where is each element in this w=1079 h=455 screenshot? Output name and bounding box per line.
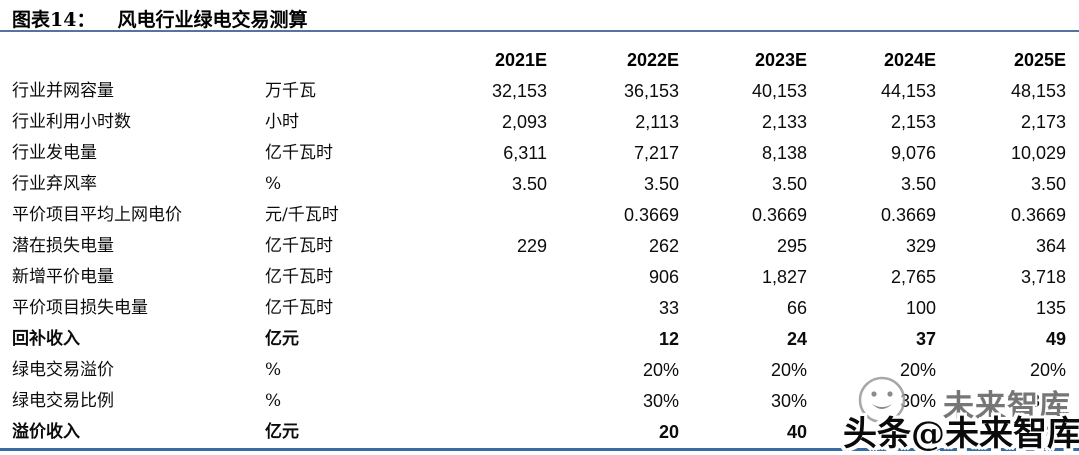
row-label: 行业弃风率 [12, 174, 97, 194]
row-unit: % [265, 174, 282, 194]
row-label: 行业并网容量 [12, 81, 114, 101]
value-cell: 2,173 [1020, 112, 1066, 132]
value-cell: 61 [915, 422, 936, 442]
value-cell: 0.3669 [880, 205, 936, 225]
row-unit: 亿元 [265, 422, 299, 442]
value-cell: 20% [899, 360, 936, 380]
value-cell [395, 200, 547, 231]
row-label: 平价项目损失电量 [12, 298, 148, 318]
year-header: 2021E [494, 50, 547, 70]
value-cell: 8,138 [761, 143, 807, 163]
value-cell: 0.3669 [1010, 205, 1066, 225]
value-cell: 49 [1045, 329, 1066, 349]
row-label: 行业利用小时数 [12, 112, 131, 132]
value-cell [395, 324, 547, 355]
value-cell: 24 [786, 329, 807, 349]
year-header: 2025E [1013, 50, 1066, 70]
header-label-spacer [12, 45, 265, 76]
figure-header: 图表14： 风电行业绿电交易测算 [12, 5, 307, 32]
value-cell: 2,133 [761, 112, 807, 132]
row-unit: 亿千瓦时 [265, 236, 333, 256]
value-cell: 36,153 [623, 81, 679, 101]
value-cell: 295 [776, 236, 807, 256]
value-cell: 329 [905, 236, 936, 256]
row-label: 行业发电量 [12, 143, 97, 163]
value-cell: 3.50 [1030, 174, 1066, 194]
value-cell: 66 [786, 298, 807, 318]
value-cell: 3,718 [1020, 267, 1066, 287]
value-cell: 1,827 [761, 267, 807, 287]
value-cell [395, 262, 547, 293]
value-cell: 82 [1045, 422, 1066, 442]
value-cell: 2,153 [890, 112, 936, 132]
header-unit-spacer [265, 45, 395, 76]
value-cell: 30% [899, 391, 936, 411]
value-cell: 0.3669 [751, 205, 807, 225]
value-cell: 33 [658, 298, 679, 318]
row-unit: % [265, 360, 282, 380]
row-unit: 亿千瓦时 [265, 267, 333, 287]
value-cell: 20 [658, 422, 679, 442]
row-unit: % [265, 391, 282, 411]
value-cell: 135 [1035, 298, 1066, 318]
value-cell: 364 [1035, 236, 1066, 256]
value-cell: 40 [786, 422, 807, 442]
row-unit: 亿千瓦时 [265, 143, 333, 163]
value-cell: 48,153 [1010, 81, 1066, 101]
value-cell: 7,217 [633, 143, 679, 163]
value-cell [395, 293, 547, 324]
value-cell: 100 [905, 298, 936, 318]
figure-title: 风电行业绿电交易测算 [117, 9, 308, 31]
value-cell: 9,076 [890, 143, 936, 163]
value-cell: 2,765 [890, 267, 936, 287]
row-unit: 元/千瓦时 [265, 205, 339, 225]
value-cell: 3.50 [900, 174, 936, 194]
row-unit: 小时 [265, 112, 299, 132]
value-cell: 2,113 [635, 112, 679, 132]
value-cell: 229 [516, 236, 547, 256]
value-cell: 32,153 [491, 81, 547, 101]
year-header: 2023E [754, 50, 807, 70]
value-cell: 30% [642, 391, 679, 411]
row-label: 平价项目平均上网电价 [12, 205, 182, 225]
value-cell: 10,029 [1010, 143, 1066, 163]
row-unit: 万千瓦 [265, 81, 316, 101]
value-cell: 37 [915, 329, 936, 349]
value-cell: 906 [648, 267, 679, 287]
table-bottom-rule [0, 448, 1079, 451]
row-unit: 亿元 [265, 329, 299, 349]
value-cell: 40,153 [751, 81, 807, 101]
row-label: 绿电交易溢价 [12, 360, 114, 380]
value-cell: 0.3669 [623, 205, 679, 225]
value-cell: 262 [648, 236, 679, 256]
value-cell: 12 [658, 329, 679, 349]
value-cell: 2,093 [501, 112, 547, 132]
value-cell: 3.50 [511, 174, 547, 194]
figure-label: 图表14： [12, 9, 96, 31]
value-cell: 3.50 [771, 174, 807, 194]
data-table: 2021E 2022E 2023E 2024E 2025E 行业并网容量 万千瓦 32,153… [12, 45, 1066, 448]
value-cell: 6,311 [503, 143, 547, 163]
row-label: 新增平价电量 [12, 267, 114, 287]
row-label: 溢价收入 [12, 422, 80, 442]
value-cell [395, 386, 547, 417]
row-unit: 亿千瓦时 [265, 298, 333, 318]
value-cell [395, 417, 547, 448]
value-cell: 30% [770, 391, 807, 411]
value-cell: 44,153 [880, 81, 936, 101]
value-cell: 20% [1029, 360, 1066, 380]
value-cell: 30% [1029, 391, 1066, 411]
value-cell: 20% [770, 360, 807, 380]
year-header: 2024E [883, 50, 936, 70]
year-header: 2022E [626, 50, 679, 70]
row-label: 潜在损失电量 [12, 236, 114, 256]
value-cell: 20% [642, 360, 679, 380]
row-label: 回补收入 [12, 329, 80, 349]
value-cell: 3.50 [643, 174, 679, 194]
value-cell [395, 355, 547, 386]
title-underline-rule [0, 30, 1079, 32]
row-label: 绿电交易比例 [12, 391, 114, 411]
